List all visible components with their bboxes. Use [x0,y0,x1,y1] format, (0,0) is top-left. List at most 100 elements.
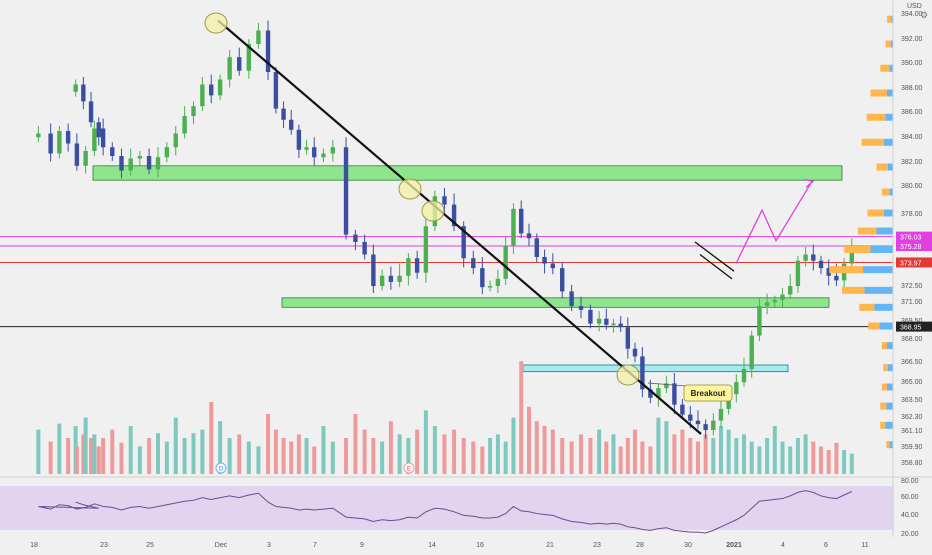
candle-down[interactable] [371,254,376,287]
event-badge[interactable] [215,462,227,474]
candle-down[interactable] [618,323,623,328]
candle-up[interactable] [304,147,309,150]
candle-up[interactable] [200,84,205,107]
candle-down[interactable] [100,128,106,148]
candle-down[interactable] [343,147,349,235]
candle-down[interactable] [640,356,645,390]
candle-down[interactable] [560,268,565,292]
candle-up[interactable] [182,116,187,134]
candle-up[interactable] [503,245,508,279]
candle-up[interactable] [330,147,336,154]
candle-up[interactable] [718,408,724,421]
candle-up[interactable] [664,383,669,389]
candle-down[interactable] [672,383,677,405]
candle-up[interactable] [217,79,223,96]
candle-down[interactable] [96,122,101,138]
candle-down[interactable] [680,404,685,415]
candle-down[interactable] [471,258,476,269]
candle-down[interactable] [811,254,816,261]
candle-up[interactable] [92,128,97,152]
candle-up[interactable] [741,369,747,383]
candle-down[interactable] [110,147,115,156]
candle-down[interactable] [480,268,485,288]
candle-up[interactable] [397,275,402,282]
candle-up[interactable] [711,420,716,430]
candle-up[interactable] [128,158,133,171]
candle-down[interactable] [688,414,693,421]
candle-up[interactable] [423,226,429,273]
candle-down[interactable] [648,389,653,398]
candle-down[interactable] [588,309,593,324]
candle-up[interactable] [191,106,196,116]
candle-up[interactable] [73,84,78,92]
candle-down[interactable] [88,101,94,123]
candle-down[interactable] [834,275,839,281]
candle-down[interactable] [414,258,420,273]
candle-up[interactable] [406,258,411,276]
candle-up[interactable] [749,335,754,369]
candle-up[interactable] [487,286,493,288]
candle-up[interactable] [656,388,661,398]
candle-up[interactable] [36,133,41,138]
candle-down[interactable] [281,108,286,120]
candle-up[interactable] [256,30,261,45]
candle-down[interactable] [119,156,124,171]
candle-down[interactable] [312,147,317,158]
candle-down[interactable] [578,306,584,310]
candle-up[interactable] [757,306,762,336]
breakout-callout[interactable] [683,384,733,402]
candle-down[interactable] [289,119,294,130]
candle-up[interactable] [227,57,232,80]
candle-up[interactable] [795,260,801,287]
candle-down[interactable] [362,242,367,255]
candle-down[interactable] [81,84,86,102]
candle-down[interactable] [625,327,631,349]
candle-down[interactable] [353,234,358,242]
gear-icon[interactable]: ⚙ [920,10,928,20]
downtrend-line[interactable] [217,19,702,435]
candle-down[interactable] [237,57,242,71]
candle-down[interactable] [74,143,80,166]
candle-down[interactable] [818,260,824,269]
candle-down[interactable] [48,133,53,154]
candle-down[interactable] [826,268,831,276]
candle-down[interactable] [265,30,271,73]
candle-down[interactable] [273,72,279,109]
candle-up[interactable] [788,286,793,295]
candle-up[interactable] [495,278,501,287]
candle-down[interactable] [550,263,556,269]
candle-up[interactable] [173,133,178,148]
candle-up[interactable] [137,156,143,159]
candle-down[interactable] [542,257,547,264]
candle-down[interactable] [388,275,394,282]
candle-up[interactable] [83,151,88,166]
candle-up[interactable] [772,299,778,303]
candle-up[interactable] [511,208,516,246]
event-badge[interactable] [403,462,415,474]
wedge-line-upper[interactable] [694,241,735,272]
candle-down[interactable] [632,348,638,357]
candle-down[interactable] [534,238,539,257]
candle-up[interactable] [780,294,785,300]
candle-down[interactable] [695,420,701,425]
candle-up[interactable] [164,147,170,158]
candle-up[interactable] [155,157,161,170]
candle-down[interactable] [703,424,708,430]
candle-down[interactable] [209,84,214,96]
wedge-line-lower[interactable] [699,253,733,280]
candle-up[interactable] [596,318,602,324]
candle-down[interactable] [604,318,609,325]
candle-down[interactable] [461,226,466,259]
candle-down[interactable] [526,233,532,239]
candle-up[interactable] [57,131,62,154]
candle-up[interactable] [611,323,616,326]
candle-up[interactable] [379,275,385,287]
candle-up[interactable] [803,254,808,261]
candle-down[interactable] [519,208,524,234]
candle-up[interactable] [734,382,739,395]
candle-down[interactable] [442,196,447,205]
candle-down[interactable] [296,129,302,150]
candle-up[interactable] [246,44,252,71]
candle-down[interactable] [65,131,71,144]
